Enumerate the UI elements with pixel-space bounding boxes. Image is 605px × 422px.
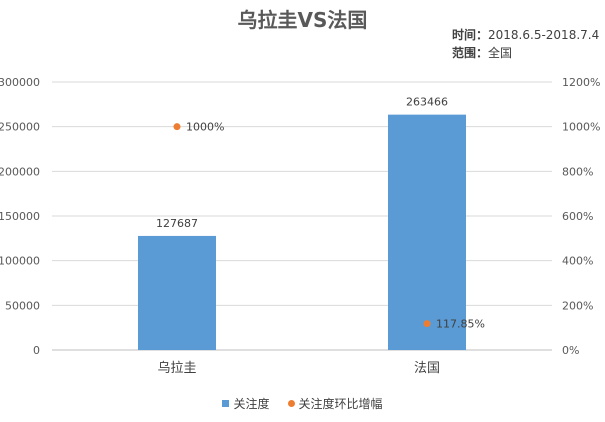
legend: 关注度 关注度环比增幅 — [0, 395, 605, 412]
growth-value-label: 1000% — [186, 121, 224, 134]
range-label: 范围： — [452, 46, 489, 60]
y-right-tick-label: 200% — [562, 299, 593, 312]
time-value: 2018.6.5-2018.7.4 — [488, 28, 600, 42]
chart-title: 乌拉圭VS法国 — [237, 8, 368, 32]
y-right-tick-label: 400% — [562, 255, 593, 268]
range-value: 全国 — [488, 46, 513, 60]
y-left-tick-label: 50000 — [5, 299, 40, 312]
x-category-label: 乌拉圭 — [157, 360, 196, 376]
y-left-tick-label: 100000 — [0, 255, 40, 268]
scope: 范围：全国 — [452, 44, 512, 61]
y-left-tick-label: 0 — [33, 344, 40, 357]
y-left-tick-label: 300000 — [0, 76, 40, 89]
y-left-tick-label: 150000 — [0, 210, 40, 223]
growth-value-label: 117.85% — [436, 318, 485, 331]
growth-point — [423, 320, 431, 328]
bar — [388, 114, 466, 350]
growth-point — [173, 123, 181, 131]
legend-bar-label: 关注度 — [233, 397, 270, 411]
legend-bar-swatch — [222, 400, 230, 407]
legend-dot-swatch — [287, 400, 295, 407]
x-category-label: 法国 — [414, 361, 440, 376]
y-right-tick-label: 0% — [562, 344, 579, 357]
time-range: 时间：2018.6.5-2018.7.4 — [452, 26, 599, 43]
bar-value-label: 127687 — [156, 217, 198, 230]
time-label: 时间： — [452, 28, 489, 42]
y-left-tick-label: 250000 — [0, 121, 40, 134]
y-right-tick-label: 800% — [562, 165, 593, 178]
y-right-tick-label: 600% — [562, 210, 593, 223]
legend-dot-label: 关注度环比增幅 — [298, 397, 383, 411]
y-left-tick-label: 200000 — [0, 165, 40, 178]
bar-value-label: 263466 — [406, 96, 448, 109]
legend-item-bar[interactable]: 关注度 — [222, 395, 270, 412]
bar — [138, 235, 216, 350]
y-right-tick-label: 1200% — [562, 76, 600, 89]
y-right-tick-label: 1000% — [562, 121, 600, 134]
legend-item-dot[interactable]: 关注度环比增幅 — [287, 395, 383, 412]
